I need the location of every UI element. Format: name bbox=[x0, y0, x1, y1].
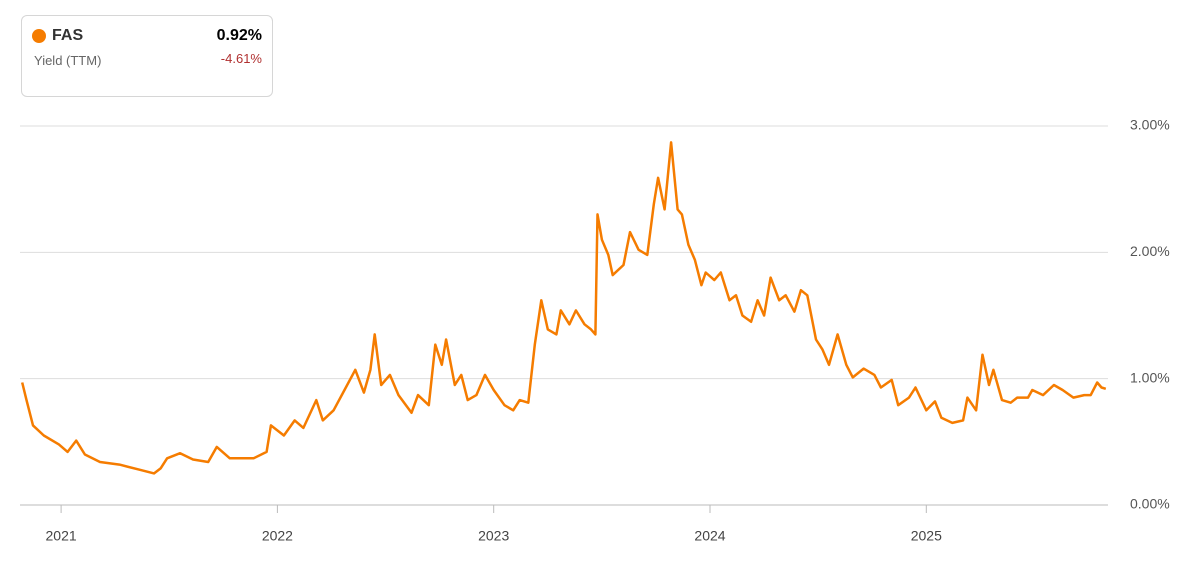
x-tick-label: 2024 bbox=[694, 528, 725, 544]
legend-name: FAS bbox=[52, 27, 84, 44]
y-tick-label: 2.00% bbox=[1130, 243, 1170, 259]
legend-value: 0.92% bbox=[216, 27, 262, 44]
x-tick-label: 2023 bbox=[478, 528, 509, 544]
y-tick-label: 1.00% bbox=[1130, 369, 1170, 385]
legend-dot bbox=[32, 29, 46, 43]
legend-change: -4.61% bbox=[220, 51, 262, 66]
x-tick-label: 2025 bbox=[911, 528, 942, 544]
legend-metric: Yield (TTM) bbox=[34, 53, 102, 68]
legend: FAS 0.92% Yield (TTM) -4.61% bbox=[21, 15, 273, 97]
x-tick-label: 2021 bbox=[46, 528, 77, 544]
y-tick-label: 3.00% bbox=[1130, 117, 1170, 133]
x-tick-label: 2022 bbox=[262, 528, 293, 544]
series-line bbox=[20, 141, 1107, 475]
y-tick-label: 0.00% bbox=[1130, 496, 1170, 512]
